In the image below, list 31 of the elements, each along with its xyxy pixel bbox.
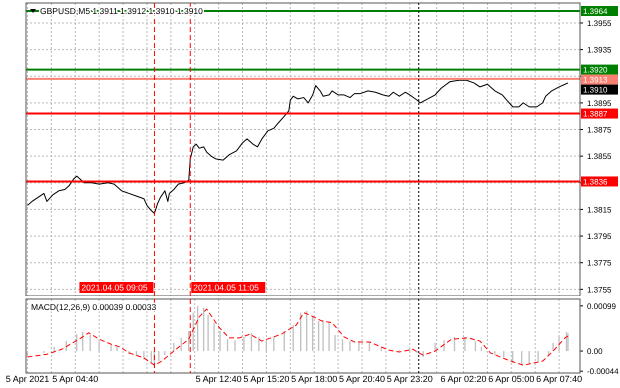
y-tick-label: 1.3795: [587, 232, 612, 242]
y-tick-label: 1.3855: [587, 152, 612, 162]
ref-line-label: 1.3964: [583, 6, 608, 16]
ref-line-label: 1.3920: [583, 66, 608, 75]
x-tick-label: 6 Apr 05:00: [488, 374, 534, 384]
ref-line-label: 1.3887: [583, 110, 608, 119]
ref-line-label: 1.3836: [583, 177, 608, 186]
y-tick-label: 1.3895: [587, 98, 612, 108]
ref-line-label: 2021.04.05 11:05: [193, 282, 260, 292]
y-tick-label: 1.3755: [587, 285, 612, 294]
x-tick-label: 6 Apr 02:20: [440, 374, 487, 384]
y-tick-label: -0.00044: [587, 367, 620, 376]
ref-line-label: 1.3913: [583, 76, 608, 85]
y-tick-label: 0.00: [587, 347, 604, 356]
x-tick-label: 5 Apr 04:40: [52, 374, 98, 384]
y-tick-label: 0.00099: [587, 302, 616, 311]
ref-line-label: 2021.04.05 09:05: [81, 282, 148, 292]
x-tick-label: 6 Apr 07:40: [536, 374, 582, 384]
y-tick-label: 1.3775: [587, 258, 612, 268]
x-tick-label: 5 Apr 12:40: [196, 374, 242, 384]
y-tick-label: 1.3935: [587, 46, 612, 55]
y-tick-label: 1.3815: [587, 205, 612, 214]
x-tick-label: 5 Apr 20:40: [338, 374, 386, 384]
x-tick-label: 5 Apr 15:20: [243, 374, 290, 384]
x-tick-label: 5 Apr 23:20: [386, 374, 433, 384]
annotation: 1.3910: [583, 86, 608, 95]
chart-title: MACD(12,26,9) 0.00039 0.00033: [31, 302, 156, 312]
y-tick-label: 1.3955: [587, 18, 612, 28]
x-tick-label: 5 Apr 2021: [6, 374, 50, 384]
x-tick-label: 5 Apr 18:00: [291, 374, 338, 384]
y-tick-label: 1.3875: [587, 126, 612, 135]
